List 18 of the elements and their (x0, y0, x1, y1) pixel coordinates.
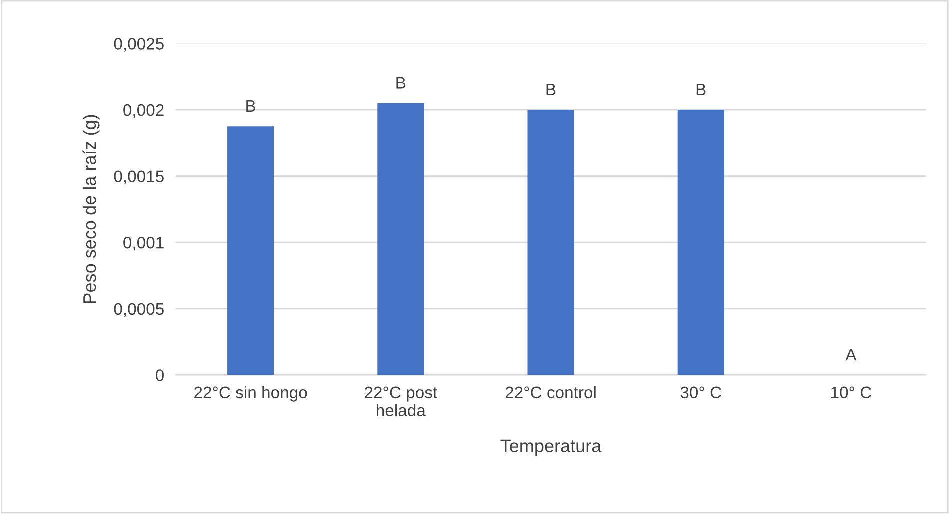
annotation: A (846, 349, 857, 361)
x-tick-label: 10° C (832, 386, 872, 399)
y-tick-label: 0,0005 (114, 303, 164, 318)
annotation: B (696, 84, 706, 96)
y-tick-label: 0,001 (124, 237, 164, 251)
y-tick-label: 0,0015 (114, 170, 164, 184)
y-tick-label: 0 (156, 370, 164, 382)
annotation: B (396, 77, 406, 89)
x-tick-label: 22°C control (506, 386, 596, 399)
y-axis-title: Peso seco de la raíz (g) (82, 115, 100, 304)
x-tick-label: 30° C (680, 386, 722, 399)
y-tick-label: 0,0025 (114, 38, 164, 52)
x-axis-title: Temperatura (500, 440, 602, 456)
x-tick-label: 22°C post helada (365, 386, 438, 417)
annotation: B (546, 84, 556, 96)
y-tick-label: 0,002 (124, 104, 164, 118)
annotation: B (246, 100, 256, 112)
x-tick-label: 22°C sin hongo (194, 386, 308, 402)
